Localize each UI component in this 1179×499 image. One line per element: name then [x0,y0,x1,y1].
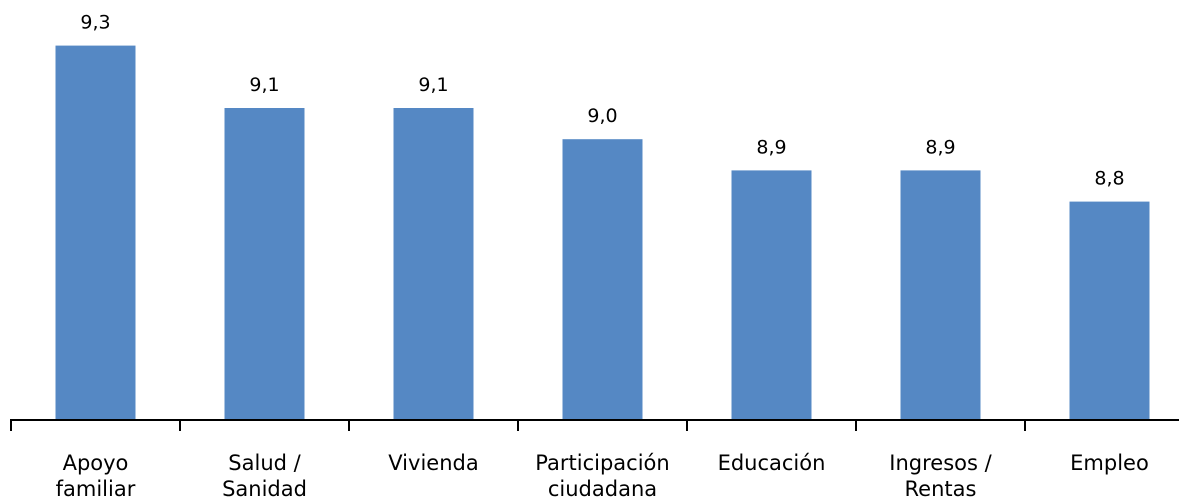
data-label: 8,9 [925,136,955,158]
bar [55,45,136,420]
bar [224,108,305,420]
data-label: 9,1 [418,74,448,96]
category-tick-label: ciudadana [548,477,657,499]
value-labels-group: 9,3 9,1 9,1 9,0 8,9 8,9 8,8 [80,12,1124,190]
bar [562,139,643,420]
category-tick-label: Vivienda [388,451,478,475]
x-axis-ticks [10,420,1026,431]
category-tick-label: Apoyo [63,451,129,475]
category-tick-label: Ingresos / [889,451,992,475]
category-tick-label: Sanidad [222,477,307,499]
category-tick-label: Salud / [228,451,301,475]
bars-group [55,45,1150,420]
bar [731,170,812,420]
data-label: 9,1 [249,74,279,96]
category-tick-label: Educación [718,451,826,475]
data-label: 8,9 [756,136,786,158]
data-label: 9,3 [80,12,110,34]
bar [393,108,474,420]
category-tick-label: Participación [535,451,669,475]
data-label: 8,8 [1094,168,1124,190]
category-tick-label: Empleo [1070,451,1149,475]
category-tick-label: familiar [56,477,136,499]
bar [900,170,981,420]
data-label: 9,0 [587,105,617,127]
category-tick-label: Rentas [905,477,977,499]
bar [1069,201,1150,420]
